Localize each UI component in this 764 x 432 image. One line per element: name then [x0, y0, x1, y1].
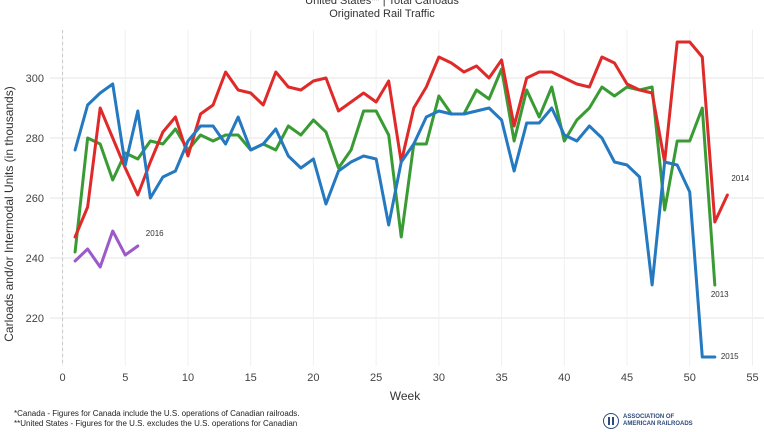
series-label-2016: 2016 — [146, 229, 164, 238]
y-axis-title: Carloads and/or Intermodal Units (in tho… — [2, 86, 16, 341]
series-line-2016 — [73, 229, 140, 269]
x-tick-label: 15 — [245, 372, 257, 384]
series-line-2013 — [73, 67, 717, 287]
aar-logo-icon — [603, 413, 619, 429]
x-tick-label: 10 — [182, 372, 194, 384]
x-tick-label: 25 — [370, 372, 382, 384]
y-axis-ticks: 220 240 260 280 300 — [26, 73, 44, 325]
aar-logo-text: ASSOCIATION OF AMERICAN RAILROADS — [623, 414, 693, 427]
series-line-2014 — [73, 40, 729, 239]
footnote-canada: *Canada - Figures for Canada include the… — [14, 409, 300, 418]
x-tick-label: 55 — [746, 372, 758, 384]
series-label-2015: 2015 — [721, 352, 739, 361]
x-tick-label: 35 — [495, 372, 507, 384]
x-tick-label: 0 — [59, 372, 65, 384]
series-line-2015 — [73, 82, 717, 359]
x-tick-label: 5 — [122, 372, 128, 384]
aar-logo: ASSOCIATION OF AMERICAN RAILROADS — [603, 410, 693, 432]
y-tick-label: 220 — [26, 313, 44, 325]
chart-titles: United States** | Total Carloads Origina… — [0, 0, 764, 21]
x-tick-label: 40 — [558, 372, 570, 384]
y-tick-label: 280 — [26, 133, 44, 145]
x-axis-ticks: 0 5 10 15 20 25 30 35 40 45 50 55 — [59, 372, 758, 384]
x-axis-title: Week — [390, 389, 421, 403]
y-tick-label: 260 — [26, 193, 44, 205]
series-label-2013: 2013 — [711, 290, 729, 299]
footnotes: *Canada - Figures for Canada include the… — [14, 409, 300, 429]
y-tick-label: 300 — [26, 73, 44, 85]
x-tick-label: 50 — [684, 372, 696, 384]
x-tick-label: 45 — [621, 372, 633, 384]
series-label-2014: 2014 — [731, 174, 749, 183]
series-labels: 2013 2014 2015 2016 — [146, 174, 750, 361]
y-tick-label: 240 — [26, 253, 44, 265]
x-tick-label: 30 — [433, 372, 445, 384]
x-tick-label: 20 — [307, 372, 319, 384]
footnote-united-states: **United States - Figures for the U.S. e… — [14, 419, 298, 428]
series-lines — [73, 40, 729, 359]
chart-title: United States** | Total Carloads — [305, 0, 459, 7]
chart-subtitle: Originated Rail Traffic — [329, 8, 435, 20]
